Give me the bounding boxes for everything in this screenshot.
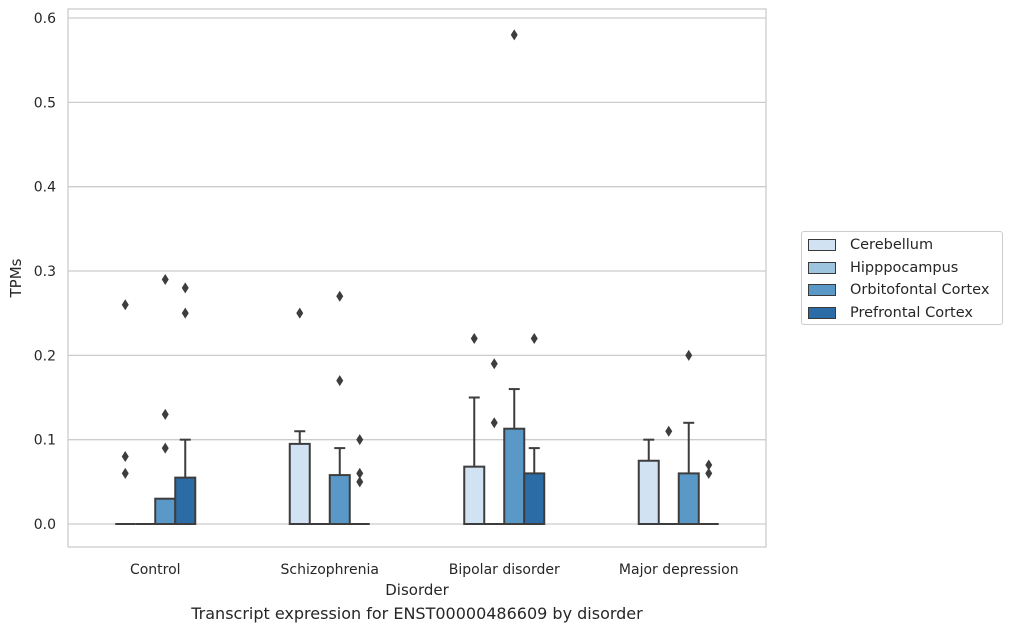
bar [288,442,311,526]
outlier-point [121,451,129,463]
legend-item: Prefrontal Cortex [808,303,973,323]
bar [463,465,486,526]
outlier-point [685,349,693,361]
legend: Cerebellum Hipppocampus Orbitofontal Cor… [801,231,1003,325]
legend-label: Cerebellum [850,237,934,253]
y-tick-label: 0.5 [34,95,56,111]
bar [154,497,177,525]
legend-swatch [808,284,836,296]
outlier-point [181,307,189,319]
x-tick-label: Schizophrenia [281,562,379,578]
bar [677,472,700,526]
legend-swatch [808,239,836,251]
outlier-point [530,332,538,344]
outlier-point [490,358,498,370]
outlier-point [161,442,169,454]
error-bars [179,388,695,478]
legend-item: Hipppocampus [808,258,958,278]
y-tick-label: 0.3 [34,264,56,280]
grid-lines [68,17,766,525]
outlier-point [705,459,713,471]
bar [328,474,351,525]
x-tick-label: Bipolar disorder [449,562,560,578]
x-tick-label: Major depression [619,562,739,578]
legend-item: Cerebellum [808,235,933,255]
y-tick-label: 0.0 [34,517,56,533]
bar [523,472,546,526]
outlier-point [296,307,304,319]
legend-label: Hipppocampus [850,260,959,276]
outlier-point [490,417,498,429]
bar [503,427,526,525]
bar [174,476,197,525]
legend-swatch [808,262,836,274]
outlier-point [336,290,344,302]
y-tick-label: 0.2 [34,348,56,364]
chart-caption: Transcript expression for ENST0000048660… [191,604,643,623]
legend-swatch [808,307,836,319]
x-axis-label: Disorder [385,581,449,599]
legend-item: Orbitofontal Cortex [808,280,989,300]
y-tick-label: 0.6 [34,11,56,27]
outlier-point [470,332,478,344]
outlier-point [665,425,673,437]
bar [637,459,660,526]
outlier-point [356,434,364,446]
outliers [121,29,713,488]
outlier-point [161,408,169,420]
y-tick-labels: 0.0 0.1 0.2 0.3 0.4 0.5 0.6 [34,11,56,533]
outlier-point [181,282,189,294]
plot-frame [67,8,767,548]
x-tick-labels: Control Schizophrenia Bipolar disorder Majo… [130,562,739,578]
y-tick-label: 0.4 [34,180,56,196]
outlier-point [356,467,364,479]
outlier-point [161,273,169,285]
outlier-point [336,375,344,387]
outlier-point [356,476,364,488]
y-tick-label: 0.1 [34,433,56,449]
x-tick-label: Control [130,562,181,578]
legend-label: Prefrontal Cortex [850,305,973,321]
bars [115,427,719,526]
y-axis-label: TPMs [7,258,25,298]
legend-label: Orbitofontal Cortex [850,282,990,298]
outlier-point [705,467,713,479]
outlier-point [121,299,129,311]
outlier-point [121,467,129,479]
outlier-point [510,29,518,41]
